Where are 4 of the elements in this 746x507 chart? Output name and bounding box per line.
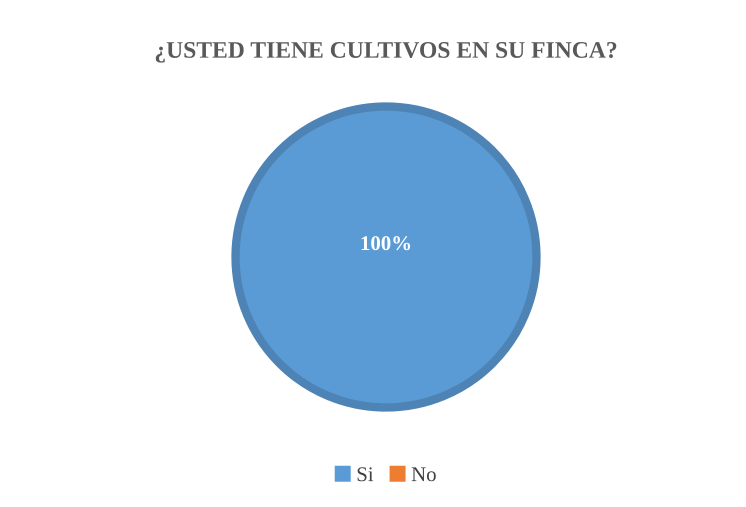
data-label: 100% xyxy=(362,236,410,250)
chart-title: ¿USTED TIENE CULTIVOS EN SU FINCA? xyxy=(156,42,616,63)
legend-label: Si xyxy=(358,467,374,482)
legend-label: No xyxy=(412,467,436,482)
